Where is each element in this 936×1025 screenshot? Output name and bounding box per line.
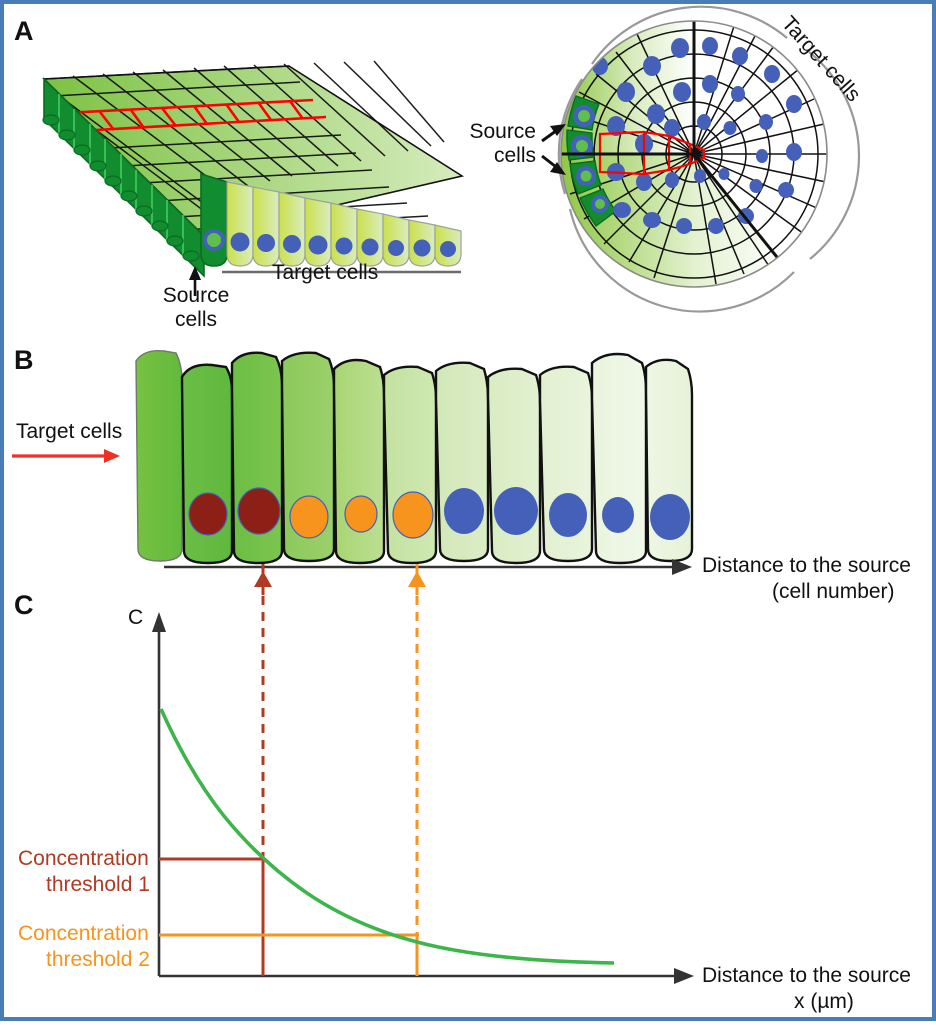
panel-c-chart: [152, 564, 694, 984]
target-cells-label-left: Target cells: [272, 261, 379, 284]
source-cells-arrow: [189, 266, 201, 296]
source-cells-arrows: [541, 124, 566, 175]
panel-letter-a: A: [14, 16, 34, 46]
chart-axes: [152, 612, 694, 984]
panel-b-graphic: [12, 350, 694, 599]
target-cells-arrow: [12, 449, 120, 463]
panel-letter-c: C: [14, 590, 34, 620]
panel-b-axis-label-line1: Distance to the source: [702, 554, 911, 577]
threshold-2-label-line1: Concentration: [18, 922, 149, 945]
epithelial-sheet-3d: [42, 60, 465, 296]
threshold-2-label-line2: threshold 2: [46, 948, 150, 971]
target-cells-label-b: Target cells: [16, 420, 123, 443]
x-axis-label-line1: Distance to the source: [702, 964, 911, 987]
panel-b-axis: [164, 559, 692, 575]
concentration-curve: [159, 708, 615, 965]
front-target-cell-row: [200, 172, 462, 267]
source-cells-label-left: Source cells: [162, 284, 230, 331]
source-cells-label-right: Source cells: [469, 120, 536, 167]
threshold-1-label-line1: Concentration: [18, 847, 149, 870]
panel-b-axis-label-line2: (cell number): [772, 580, 895, 603]
y-axis-label: C: [128, 606, 144, 629]
threshold-2-lines: [159, 933, 419, 976]
cell-nuclei: [188, 487, 690, 540]
x-axis-label-line2: x (µm): [794, 990, 854, 1013]
panel-letter-b: B: [14, 345, 34, 375]
threshold-1-lines: [159, 857, 265, 976]
threshold-1-label-line2: threshold 1: [46, 873, 150, 896]
panel-a-graphic: [42, 5, 861, 313]
